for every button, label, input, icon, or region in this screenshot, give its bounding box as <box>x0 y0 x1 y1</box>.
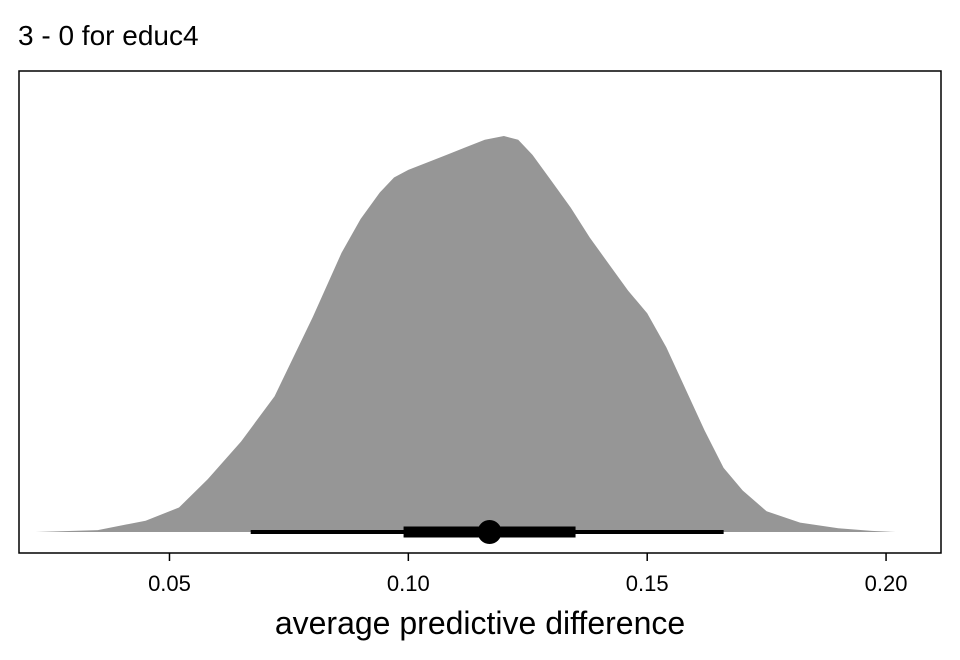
chart-title: 3 - 0 for educ4 <box>18 20 199 51</box>
x-tick-label: 0.15 <box>626 571 669 596</box>
x-tick-label: 0.05 <box>148 571 191 596</box>
point-estimate <box>477 520 502 544</box>
plot-area <box>35 136 896 544</box>
plot-frame <box>18 70 942 554</box>
x-axis: 0.05 0.10 0.15 0.20 <box>148 553 907 596</box>
x-axis-label: average predictive difference <box>275 605 685 641</box>
x-tick-label: 0.10 <box>387 571 430 596</box>
x-tick-label: 0.20 <box>865 571 908 596</box>
density-area <box>35 136 896 532</box>
